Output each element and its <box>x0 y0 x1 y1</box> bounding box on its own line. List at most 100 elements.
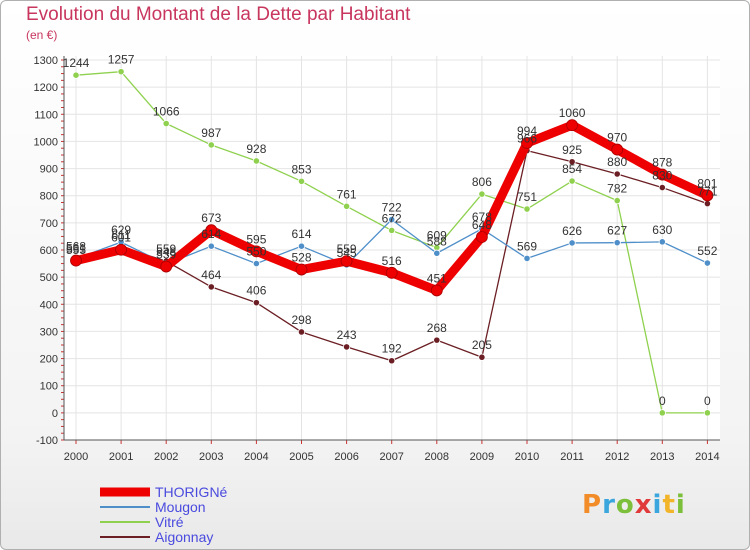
data-point <box>207 283 215 291</box>
data-point <box>295 263 308 276</box>
data-label: 614 <box>201 227 221 241</box>
chart-title: Evolution du Montant de la Dette par Hab… <box>26 4 411 25</box>
data-label: 298 <box>291 313 311 327</box>
data-label: 192 <box>382 342 402 356</box>
y-tick-label: 900 <box>40 164 58 176</box>
data-point <box>478 190 486 198</box>
y-tick-label: -100 <box>36 435 58 447</box>
data-label: 751 <box>517 190 537 204</box>
y-tick-label: 1200 <box>34 82 58 94</box>
data-label: 966 <box>517 132 537 146</box>
data-label: 928 <box>246 142 266 156</box>
data-point <box>658 238 666 246</box>
data-label: 0 <box>704 394 711 408</box>
data-label: 878 <box>652 156 672 170</box>
x-tick-label: 2012 <box>605 451 629 463</box>
x-tick-label: 2003 <box>199 451 223 463</box>
y-tick-label: 1100 <box>34 109 58 121</box>
data-label: 268 <box>427 321 447 335</box>
data-point <box>162 119 170 128</box>
data-point <box>207 141 215 149</box>
data-label: 1244 <box>63 56 90 70</box>
data-point <box>703 409 712 417</box>
y-tick-label: 700 <box>40 218 58 230</box>
x-tick-label: 2002 <box>154 451 178 463</box>
data-point <box>701 189 714 202</box>
data-point <box>566 119 578 132</box>
data-label: 0 <box>659 394 666 408</box>
data-point <box>340 255 353 268</box>
data-point <box>342 343 351 351</box>
data-label: 761 <box>337 187 357 201</box>
x-tick-label: 2009 <box>470 451 494 463</box>
data-label: 626 <box>562 224 582 238</box>
data-point <box>252 259 260 268</box>
data-label: 611 <box>112 228 131 242</box>
data-point <box>433 336 441 344</box>
data-point <box>703 199 712 208</box>
data-label: 550 <box>246 245 266 259</box>
y-tick-label: 1300 <box>34 55 58 67</box>
data-label: 673 <box>201 211 221 225</box>
data-label: 771 <box>697 185 717 199</box>
data-point <box>388 226 396 235</box>
data-point <box>297 242 306 250</box>
data-point <box>568 177 576 185</box>
data-point <box>72 71 80 79</box>
data-label: 629 <box>111 223 131 237</box>
x-tick-label: 2013 <box>650 451 674 463</box>
data-point <box>207 242 215 250</box>
data-point <box>658 409 666 417</box>
data-label: 569 <box>517 239 537 253</box>
data-point <box>475 231 488 243</box>
data-point <box>385 266 398 279</box>
data-label: 545 <box>337 246 357 260</box>
data-label: 588 <box>427 234 447 248</box>
x-tick-label: 2008 <box>425 451 449 463</box>
data-point <box>250 245 263 258</box>
data-label: 464 <box>201 268 221 282</box>
data-label: 987 <box>201 126 221 140</box>
data-label: 1257 <box>108 53 135 67</box>
data-label: 601 <box>111 231 131 245</box>
data-point <box>117 68 125 76</box>
data-label: 782 <box>607 182 627 196</box>
x-tick-label: 2014 <box>695 451 719 463</box>
data-point <box>523 205 531 213</box>
data-point <box>160 260 173 273</box>
data-point <box>433 249 441 257</box>
data-point <box>568 239 576 247</box>
legend-label: THORIGNé <box>155 484 228 500</box>
data-label: 994 <box>517 124 537 138</box>
data-point <box>430 284 443 297</box>
data-point <box>613 197 621 205</box>
data-label: 548 <box>156 245 176 259</box>
data-label: 722 <box>382 201 402 215</box>
chart-subtitle: (en €) <box>26 28 58 42</box>
data-point <box>388 216 396 224</box>
x-tick-label: 2001 <box>109 451 133 463</box>
data-point <box>205 224 218 237</box>
data-label: 614 <box>291 227 311 241</box>
data-label: 672 <box>382 211 402 225</box>
data-point <box>523 254 531 263</box>
legend-label: Mougon <box>155 499 206 515</box>
x-tick-label: 2005 <box>289 451 313 463</box>
data-label: 925 <box>562 143 582 157</box>
data-label: 516 <box>382 254 402 268</box>
data-label: 678 <box>472 210 492 224</box>
y-tick-label: 600 <box>40 245 58 257</box>
data-label: 630 <box>652 223 672 237</box>
data-label: 539 <box>156 248 176 262</box>
data-label: 627 <box>607 224 627 238</box>
data-point <box>658 183 666 192</box>
data-label: 406 <box>246 284 266 298</box>
data-label: 648 <box>472 218 492 232</box>
data-point <box>252 299 260 307</box>
data-label: 801 <box>697 176 717 190</box>
y-tick-label: 100 <box>40 381 58 393</box>
legend-label: Aigonnay <box>155 529 213 545</box>
data-label: 561 <box>66 242 86 256</box>
data-point <box>297 177 306 185</box>
